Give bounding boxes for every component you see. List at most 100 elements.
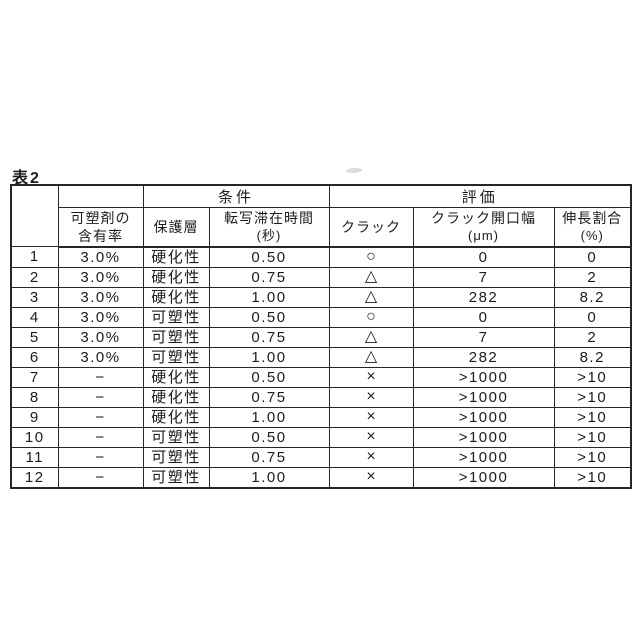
cell-row-number: 6 — [10, 346, 59, 368]
table-row: 6 3.0% 可塑性 1.00 △ 282 8.2 — [10, 346, 632, 368]
cell-protective-layer: 可塑性 — [142, 466, 210, 488]
cell-protective-layer: 可塑性 — [142, 326, 210, 348]
table-row: 4 3.0% 可塑性 0.50 ○ 0 0 — [10, 306, 632, 328]
table-row: 2 3.0% 硬化性 0.75 △ 7 2 — [10, 266, 632, 288]
cell-protective-layer: 硬化性 — [142, 366, 210, 388]
cell-row-number: 3 — [10, 286, 59, 308]
cell-elongation-ratio: >10 — [553, 426, 632, 448]
cell-crack-rating: × — [328, 366, 414, 388]
table-row: 12 − 可塑性 1.00 × >1000 >10 — [10, 466, 632, 488]
cell-crack-rating: ○ — [328, 246, 414, 268]
cell-transfer-dwell-time: 1.00 — [208, 286, 330, 308]
header-crack-width-line2: (μm) — [468, 227, 499, 243]
cell-elongation-ratio: 2 — [553, 326, 632, 348]
cell-elongation-ratio: >10 — [553, 406, 632, 428]
cell-protective-layer: 硬化性 — [142, 286, 210, 308]
cell-crack-opening-width: 282 — [412, 346, 555, 368]
cell-protective-layer: 可塑性 — [142, 346, 210, 368]
cell-crack-opening-width: 7 — [412, 266, 555, 288]
header-empty-corner — [10, 184, 59, 247]
cell-transfer-dwell-time: 0.75 — [208, 386, 330, 408]
cell-crack-opening-width: >1000 — [412, 446, 555, 468]
cell-elongation-ratio: 0 — [553, 306, 632, 328]
results-table: 条件 評価 可塑剤の 含有率 保護層 転写滞在時間 (秒) クラック クラック開… — [10, 184, 633, 489]
cell-plasticizer-content: − — [57, 466, 144, 488]
cell-crack-rating: × — [328, 446, 414, 468]
cell-crack-opening-width: 282 — [412, 286, 555, 308]
header-empty-plasticizer-top — [57, 184, 144, 208]
header-elongation-line2: (%) — [580, 227, 604, 243]
cell-elongation-ratio: >10 — [553, 446, 632, 468]
header-plasticizer-content: 可塑剤の 含有率 — [57, 207, 144, 248]
table-caption: 表2 — [12, 170, 41, 187]
cell-crack-rating: × — [328, 426, 414, 448]
table-row: 11 − 可塑性 0.75 × >1000 >10 — [10, 446, 632, 468]
cell-protective-layer: 可塑性 — [142, 426, 210, 448]
cell-protective-layer: 硬化性 — [142, 386, 210, 408]
cell-elongation-ratio: >10 — [553, 386, 632, 408]
header-crack: クラック — [328, 207, 414, 248]
cell-row-number: 4 — [10, 306, 59, 328]
cell-transfer-dwell-time: 1.00 — [208, 346, 330, 368]
table-row: 5 3.0% 可塑性 0.75 △ 7 2 — [10, 326, 632, 348]
cell-plasticizer-content: 3.0% — [57, 246, 144, 268]
table-row: 8 − 硬化性 0.75 × >1000 >10 — [10, 386, 632, 408]
cell-crack-rating: × — [328, 466, 414, 488]
cell-protective-layer: 硬化性 — [142, 406, 210, 428]
cell-row-number: 7 — [10, 366, 59, 388]
cell-crack-opening-width: >1000 — [412, 406, 555, 428]
cell-plasticizer-content: − — [57, 386, 144, 408]
cell-transfer-dwell-time: 0.50 — [208, 426, 330, 448]
cell-transfer-dwell-time: 1.00 — [208, 466, 330, 488]
cell-crack-rating: △ — [328, 286, 414, 308]
cell-crack-rating: × — [328, 406, 414, 428]
table-row: 7 − 硬化性 0.50 × >1000 >10 — [10, 366, 632, 388]
header-label-row: 可塑剤の 含有率 保護層 転写滞在時間 (秒) クラック クラック開口幅 (μm… — [11, 207, 632, 248]
header-protective-layer: 保護層 — [142, 207, 210, 248]
cell-plasticizer-content: − — [57, 406, 144, 428]
cell-transfer-dwell-time: 0.50 — [208, 246, 330, 268]
cell-transfer-dwell-time: 1.00 — [208, 406, 330, 428]
header-crack-width-line1: クラック開口幅 — [431, 209, 537, 226]
cell-crack-opening-width: >1000 — [412, 386, 555, 408]
cell-crack-opening-width: >1000 — [412, 466, 555, 488]
header-transfer-time-line1: 転写滞在時間 — [224, 209, 314, 226]
cell-elongation-ratio: >10 — [553, 466, 632, 488]
cell-protective-layer: 硬化性 — [142, 266, 210, 288]
header-plasticizer-line1: 可塑剤の — [70, 209, 131, 226]
cell-row-number: 5 — [10, 326, 59, 348]
header-plasticizer-line2: 含有率 — [78, 227, 123, 244]
cell-protective-layer: 可塑性 — [142, 446, 210, 468]
header-transfer-dwell-time: 転写滞在時間 (秒) — [208, 207, 330, 248]
cell-row-number: 2 — [10, 266, 59, 288]
cell-crack-rating: ○ — [328, 306, 414, 328]
cell-elongation-ratio: 2 — [553, 266, 632, 288]
cell-protective-layer: 可塑性 — [142, 306, 210, 328]
cell-transfer-dwell-time: 0.75 — [208, 446, 330, 468]
header-evaluation-group: 評価 — [328, 184, 632, 208]
cell-plasticizer-content: − — [57, 446, 144, 468]
cell-plasticizer-content: 3.0% — [57, 346, 144, 368]
cell-elongation-ratio: 8.2 — [553, 286, 632, 308]
cell-row-number: 12 — [10, 466, 59, 488]
cell-plasticizer-content: 3.0% — [57, 266, 144, 288]
header-group-row: 条件 評価 — [10, 184, 632, 247]
cell-plasticizer-content: 3.0% — [57, 286, 144, 308]
header-transfer-time-line2: (秒) — [256, 227, 282, 243]
header-crack-opening-width: クラック開口幅 (μm) — [412, 207, 555, 248]
table-row: 1 3.0% 硬化性 0.50 ○ 0 0 — [10, 246, 632, 268]
header-elongation-line1: 伸長割合 — [562, 209, 623, 226]
cell-crack-opening-width: >1000 — [412, 426, 555, 448]
cell-elongation-ratio: 8.2 — [553, 346, 632, 368]
cell-transfer-dwell-time: 0.75 — [208, 266, 330, 288]
cell-plasticizer-content: 3.0% — [57, 306, 144, 328]
cell-crack-opening-width: 0 — [412, 306, 555, 328]
header-condition-group: 条件 — [142, 184, 330, 208]
cell-elongation-ratio: 0 — [553, 246, 632, 268]
table-row: 10 − 可塑性 0.50 × >1000 >10 — [10, 426, 632, 448]
cell-transfer-dwell-time: 0.50 — [208, 366, 330, 388]
cell-plasticizer-content: 3.0% — [57, 326, 144, 348]
cell-row-number: 10 — [10, 426, 59, 448]
cell-elongation-ratio: >10 — [553, 366, 632, 388]
